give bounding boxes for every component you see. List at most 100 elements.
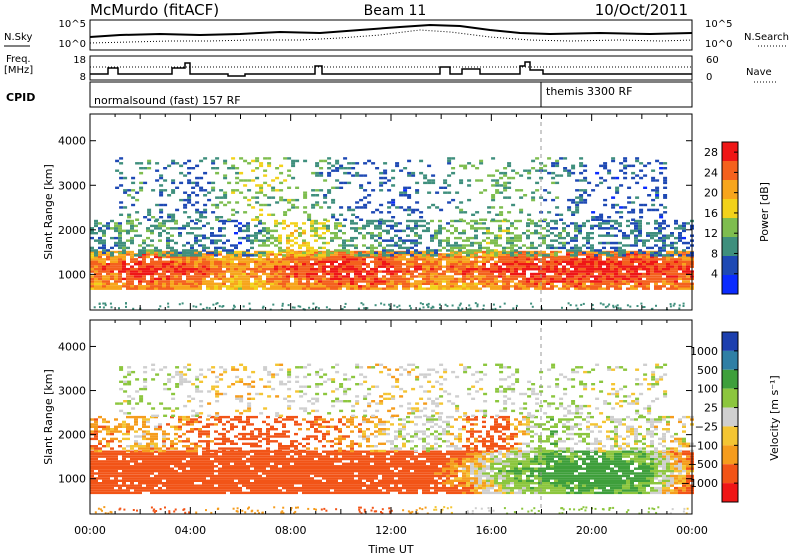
data-cell <box>515 171 520 175</box>
data-cell <box>130 280 134 283</box>
data-cell <box>594 270 598 273</box>
data-cell <box>322 222 326 225</box>
data-cell <box>226 450 230 453</box>
data-cell <box>631 164 636 168</box>
data-cell <box>614 285 618 288</box>
data-cell <box>94 489 98 492</box>
data-cell <box>590 244 594 247</box>
data-cell <box>330 236 334 240</box>
data-cell <box>570 254 574 257</box>
data-cell <box>147 213 152 216</box>
data-cell <box>391 201 396 204</box>
data-cell <box>666 254 670 257</box>
data-cell <box>166 239 170 242</box>
data-cell <box>166 219 170 223</box>
data-cell <box>658 263 662 266</box>
data-cell <box>182 258 186 261</box>
data-cell <box>542 250 546 254</box>
data-cell <box>514 275 518 278</box>
data-cell <box>290 265 294 268</box>
data-cell <box>199 176 204 180</box>
data-cell <box>282 255 286 259</box>
data-cell <box>590 267 594 271</box>
data-cell <box>298 272 302 276</box>
data-cell <box>271 196 276 199</box>
data-cell <box>386 229 390 233</box>
data-cell <box>182 267 186 271</box>
data-cell <box>242 258 246 261</box>
data-cell <box>206 486 210 490</box>
data-cell <box>490 267 494 271</box>
data-cell <box>131 181 136 185</box>
data-cell <box>578 250 582 254</box>
data-cell <box>226 249 230 252</box>
data-cell <box>102 280 106 283</box>
data-cell <box>374 287 378 290</box>
data-cell <box>210 277 214 281</box>
data-cell <box>114 285 118 288</box>
data-cell <box>366 275 370 278</box>
data-cell <box>174 479 178 482</box>
data-cell <box>287 169 292 172</box>
data-cell <box>322 277 326 281</box>
data-cell <box>282 287 286 290</box>
data-cell <box>575 304 578 307</box>
data-cell <box>102 239 106 242</box>
data-cell <box>543 218 548 221</box>
data-cell <box>512 307 515 310</box>
data-cell <box>194 469 198 473</box>
data-cell <box>570 249 574 252</box>
data-cell <box>182 452 186 456</box>
data-cell <box>623 167 628 170</box>
data-cell <box>186 477 190 480</box>
data-cell <box>291 198 296 202</box>
data-cell <box>586 280 590 283</box>
data-cell <box>443 179 448 182</box>
data-cell <box>242 305 245 308</box>
data-cell <box>90 486 94 490</box>
data-cell <box>626 260 630 263</box>
data-cell <box>186 474 190 478</box>
data-cell <box>611 206 616 209</box>
data-cell <box>462 244 466 247</box>
data-cell <box>154 457 158 461</box>
data-cell <box>394 258 398 261</box>
data-cell <box>210 270 214 273</box>
data-cell <box>254 232 258 235</box>
data-cell <box>334 277 338 281</box>
data-cell <box>646 222 650 225</box>
data-cell <box>574 236 578 240</box>
data-cell <box>510 277 514 281</box>
data-cell <box>459 201 464 204</box>
data-cell <box>102 302 105 305</box>
data-cell <box>378 280 382 283</box>
data-cell <box>290 285 294 288</box>
data-cell <box>226 263 230 266</box>
data-cell <box>406 253 410 256</box>
data-cell <box>230 282 234 285</box>
data-cell <box>258 474 262 478</box>
data-cell <box>242 280 246 283</box>
data-cell <box>618 260 622 263</box>
data-cell <box>586 258 590 261</box>
data-cell <box>306 244 310 247</box>
data-cell <box>98 267 102 271</box>
data-cell <box>615 191 620 194</box>
data-cell <box>670 270 674 273</box>
data-cell <box>262 229 266 233</box>
data-cell <box>526 234 530 237</box>
data-cell <box>326 241 330 245</box>
data-cell <box>214 239 218 242</box>
data-cell <box>674 241 678 245</box>
data-cell <box>326 219 330 223</box>
data-cell <box>222 255 226 259</box>
data-cell <box>274 265 278 268</box>
data-cell <box>154 460 158 463</box>
data-cell <box>167 305 170 308</box>
data-cell <box>670 275 674 278</box>
data-cell <box>246 255 250 259</box>
data-cell <box>330 280 334 283</box>
data-cell <box>346 275 350 278</box>
data-cell <box>295 159 300 163</box>
